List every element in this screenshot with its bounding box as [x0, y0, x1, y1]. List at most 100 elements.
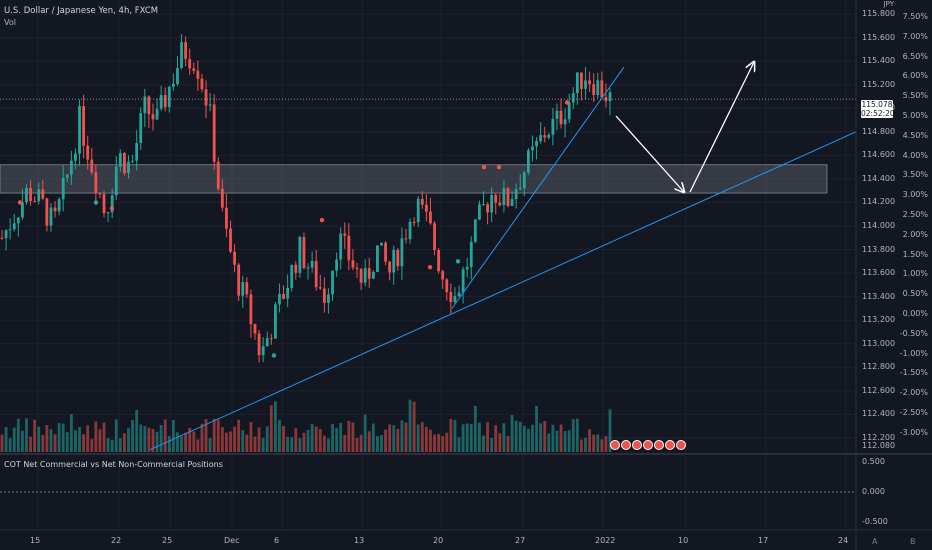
percent-tick: -2.00% [899, 388, 928, 398]
volume-bar [294, 428, 298, 452]
volume-bar [196, 439, 200, 452]
projection-arrows[interactable] [615, 62, 754, 192]
percent-tick: -0.50% [899, 328, 928, 338]
time-tick: 27 [515, 536, 526, 545]
volume-bar [592, 434, 596, 452]
candle-body [167, 86, 171, 108]
candle-body [339, 233, 343, 260]
signal-dot [427, 264, 433, 270]
candle-body [86, 145, 90, 160]
candle-body [502, 188, 506, 206]
indicator-title[interactable]: COT Net Commercial vs Net Non-Commercial… [4, 460, 223, 469]
candle-body [123, 153, 126, 174]
volume-bar [355, 437, 359, 452]
volume-bar [208, 438, 212, 452]
volume-bar [376, 435, 379, 452]
volume-bar [469, 424, 473, 452]
last-price-value: 115.078 [861, 100, 893, 109]
candle-body [61, 177, 65, 200]
volume-bar [510, 414, 514, 452]
candle-body [551, 118, 555, 135]
candle-body [608, 92, 612, 102]
price-tick: 114.400 [862, 173, 896, 183]
percent-tick: -1.00% [899, 348, 928, 358]
volume-bar [216, 419, 220, 452]
candle-body [596, 80, 600, 96]
time-tick: 10 [678, 536, 689, 545]
percent-tick: 7.00% [902, 31, 928, 41]
volume-bar [339, 423, 343, 452]
candle-body [188, 59, 192, 69]
volume-bar [143, 426, 147, 452]
volume-bar [331, 424, 334, 452]
volume-bar [53, 434, 57, 452]
candle-body [314, 260, 318, 288]
candle-body [127, 161, 130, 174]
log-scale-button[interactable]: B [910, 537, 916, 546]
volume-bar [571, 419, 575, 452]
price-tick: 115.200 [862, 79, 896, 89]
candle-body [282, 294, 285, 299]
candle-body [114, 166, 118, 196]
volume-bar [45, 425, 49, 452]
arrow-down [615, 115, 684, 192]
candle-body [290, 264, 294, 288]
candle-body [400, 238, 404, 267]
symbol-title[interactable]: U.S. Dollar / Japanese Yen, 4h, FXCM [4, 6, 159, 16]
signal-dot [564, 100, 570, 105]
volume-bar [371, 423, 375, 452]
candle-body [543, 135, 547, 138]
candle-body [469, 241, 473, 268]
candle-body [482, 204, 485, 206]
trendline-long[interactable] [149, 131, 857, 451]
candle-body [21, 202, 24, 218]
candle-body [176, 67, 179, 84]
volume-bar [290, 437, 294, 452]
volume-bar [494, 425, 498, 452]
indicator-tick: 0.000 [862, 487, 885, 496]
volume-bar [351, 422, 355, 452]
candle-body [208, 104, 212, 106]
price-tick: 112.400 [862, 409, 896, 419]
candle-body [457, 292, 461, 297]
volume-bar [118, 438, 122, 452]
candle-body [404, 238, 408, 240]
candle-body [8, 229, 12, 231]
volume-bar [114, 419, 118, 452]
volume-bar [318, 429, 322, 452]
candle-body [355, 267, 359, 270]
candle-body [204, 89, 208, 106]
economic-event-icon [610, 440, 620, 450]
volume-bar [588, 429, 591, 452]
candle-body [237, 264, 241, 296]
event-icons[interactable] [610, 440, 686, 450]
countdown-timer: 02:52:20 [861, 109, 895, 118]
volume-bar [526, 428, 530, 452]
volume-bar [437, 433, 441, 452]
candle-body [510, 199, 514, 206]
candle-body [575, 72, 579, 94]
candle-body [171, 83, 175, 87]
volume-label[interactable]: Vol [4, 18, 16, 27]
candle-body [408, 221, 412, 240]
time-tick: 22 [111, 536, 122, 545]
candle-body [433, 223, 436, 251]
volume-bar [225, 432, 228, 452]
volume-bar [90, 439, 94, 452]
candle-body [4, 230, 8, 239]
signal-dot [271, 353, 277, 358]
auto-scale-button[interactable]: A [872, 537, 878, 546]
candle-body [106, 212, 110, 214]
volume-bar [502, 423, 506, 452]
candle-body [163, 94, 167, 108]
candle-body [449, 292, 453, 302]
signal-markers [17, 100, 570, 358]
candle-body [98, 193, 102, 195]
price-tick: 113.600 [862, 268, 896, 278]
candle-body [539, 135, 543, 141]
trendline-short[interactable] [451, 66, 625, 309]
candle-body [220, 188, 224, 208]
volume-bar [204, 419, 208, 452]
percent-tick: 1.00% [902, 269, 928, 279]
